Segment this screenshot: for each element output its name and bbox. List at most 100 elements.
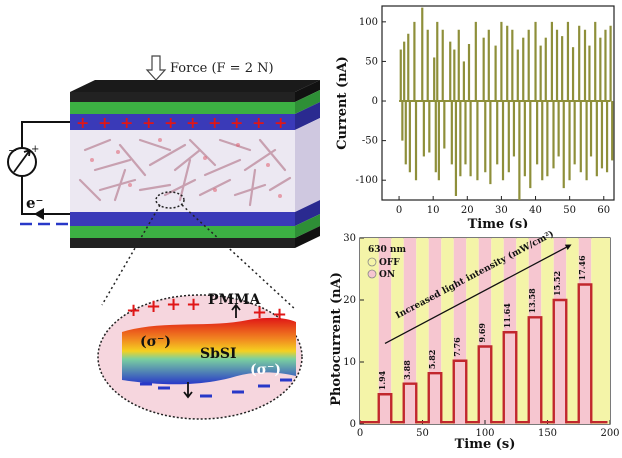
device-svg: Force (F = 2 N) + + + + + + + + + + (7, 55, 320, 420)
intensity-label: 1.94 (377, 370, 387, 390)
legend-on-label: ON (379, 270, 395, 280)
top-layer-top (70, 80, 320, 92)
svg-text:+: + (126, 300, 141, 321)
sbsi-band (122, 317, 296, 385)
svg-text:+: + (164, 113, 177, 132)
intensity-label: 13.58 (527, 288, 537, 313)
off-band (441, 238, 454, 424)
force-label: Force (F = 2 N) (170, 61, 274, 76)
top-green-electrode (70, 102, 295, 114)
svg-text:+: + (208, 113, 221, 132)
y-tick-label: 10 (343, 357, 356, 368)
off-band (591, 238, 610, 424)
x-tick-label: 0 (396, 205, 402, 216)
legend-on-swatch (367, 269, 377, 279)
y-tick-label: 30 (343, 233, 356, 244)
sigma-label: (σ⁻) (250, 362, 281, 378)
svg-text:+: + (186, 294, 201, 315)
off-band (516, 238, 529, 424)
current-chart: 0 10 20 30 40 50 60 -100 -50 0 50 100 Time (s) Curr… (330, 0, 622, 232)
svg-text:+: + (146, 296, 161, 317)
force-arrow-icon (145, 55, 167, 81)
current-xlabel: Time (s) (468, 217, 529, 228)
top-plus-charges: + + + + + + + + + + (76, 113, 287, 132)
x-tick-label: 0 (357, 428, 363, 439)
on-band (553, 238, 567, 424)
current-ylabel: Current (nA) (335, 56, 350, 150)
x-tick-label: 200 (600, 428, 619, 439)
legend-off-swatch (367, 257, 377, 267)
svg-text:+: + (142, 113, 155, 132)
svg-text:+: + (186, 113, 199, 132)
x-tick-label: 60 (597, 205, 610, 216)
x-tick-label: 150 (538, 428, 557, 439)
off-band (541, 238, 554, 424)
photocurrent-chart: 0 50 100 150 200 0 10 20 30 1.94 3.88 5.82 7.76 9.69… (329, 228, 622, 454)
electron-label: e⁻ (26, 194, 43, 212)
x-tick-label: 50 (416, 428, 429, 439)
electron-flow-arrow-icon (34, 208, 44, 220)
on-band (378, 238, 392, 424)
intensity-label: 15.52 (552, 271, 562, 296)
composite-body (70, 130, 295, 212)
off-band (491, 238, 504, 424)
photocurrent-xlabel: Time (s) (455, 437, 516, 452)
on-band (478, 238, 492, 424)
off-band (466, 238, 479, 424)
x-tick-label: 30 (495, 205, 508, 216)
photocurrent-chart-svg: 0 50 100 150 200 0 10 20 30 1.94 3.88 5.82 7.76 9.69… (329, 228, 620, 452)
device-schematic: Force (F = 2 N) + + + + + + + + + + (7, 55, 320, 420)
intensity-label: 5.82 (427, 350, 437, 369)
on-band (528, 238, 542, 424)
x-tick-label: 40 (529, 205, 542, 216)
off-band (566, 238, 579, 424)
y-tick-label: 0 (350, 419, 356, 430)
down-arrow-icon (183, 382, 193, 399)
svg-text:+: + (120, 113, 133, 132)
on-band (428, 238, 442, 424)
y-tick-label: -50 (362, 136, 378, 147)
photocurrent-series (360, 283, 608, 424)
x-tick-label: 100 (475, 428, 494, 439)
bottom-green-electrode (70, 226, 295, 238)
zoom-region (155, 191, 185, 209)
svg-text:+: + (252, 302, 267, 323)
inset-plus-charges: + + + + + + (126, 294, 287, 325)
on-band (453, 238, 467, 424)
sbsi-nanowires (78, 138, 292, 207)
current-chart-svg: 0 10 20 30 40 50 60 -100 -50 0 50 100 Time (s) Curr… (335, 5, 615, 232)
pmma-label: PMMA (208, 292, 262, 308)
bottom-blue-layer (70, 212, 295, 226)
svg-text:+: + (274, 113, 287, 132)
legend-off-label: OFF (379, 258, 400, 268)
svg-text:+: + (76, 113, 89, 132)
y-tick-label: 100 (359, 17, 378, 28)
circuit-wire-top (21, 121, 70, 148)
svg-text:+: + (31, 144, 39, 155)
on-band (503, 238, 517, 424)
x-tick-label: 50 (563, 205, 576, 216)
top-blue-layer (70, 114, 295, 130)
svg-text:+: + (252, 113, 265, 132)
photocurrent-ylabel: Photocurrent (nA) (330, 272, 344, 406)
intensity-label: 7.76 (452, 337, 462, 357)
inset-negative-charges (140, 378, 292, 398)
top-black-layer (70, 92, 295, 102)
y-tick-label: 0 (372, 96, 378, 107)
legend-title: 630 nm (368, 245, 406, 255)
on-band (403, 238, 417, 424)
svg-text:+: + (272, 304, 287, 325)
y-tick-label: -100 (356, 175, 378, 186)
y-tick-label: 50 (365, 56, 378, 67)
bottom-black-layer (70, 238, 295, 248)
x-tick-label: 10 (427, 205, 440, 216)
intensity-label: 3.88 (402, 360, 412, 380)
intensity-label: 17.46 (577, 255, 587, 280)
intensity-label: 9.69 (477, 323, 487, 343)
circuit-wire-bottom (21, 176, 70, 215)
x-tick-label: 20 (461, 205, 474, 216)
legend: 630 nm OFF ON (367, 245, 406, 280)
svg-text:+: + (98, 113, 111, 132)
annotation-arrow-icon (564, 244, 572, 250)
off-band (360, 238, 379, 424)
